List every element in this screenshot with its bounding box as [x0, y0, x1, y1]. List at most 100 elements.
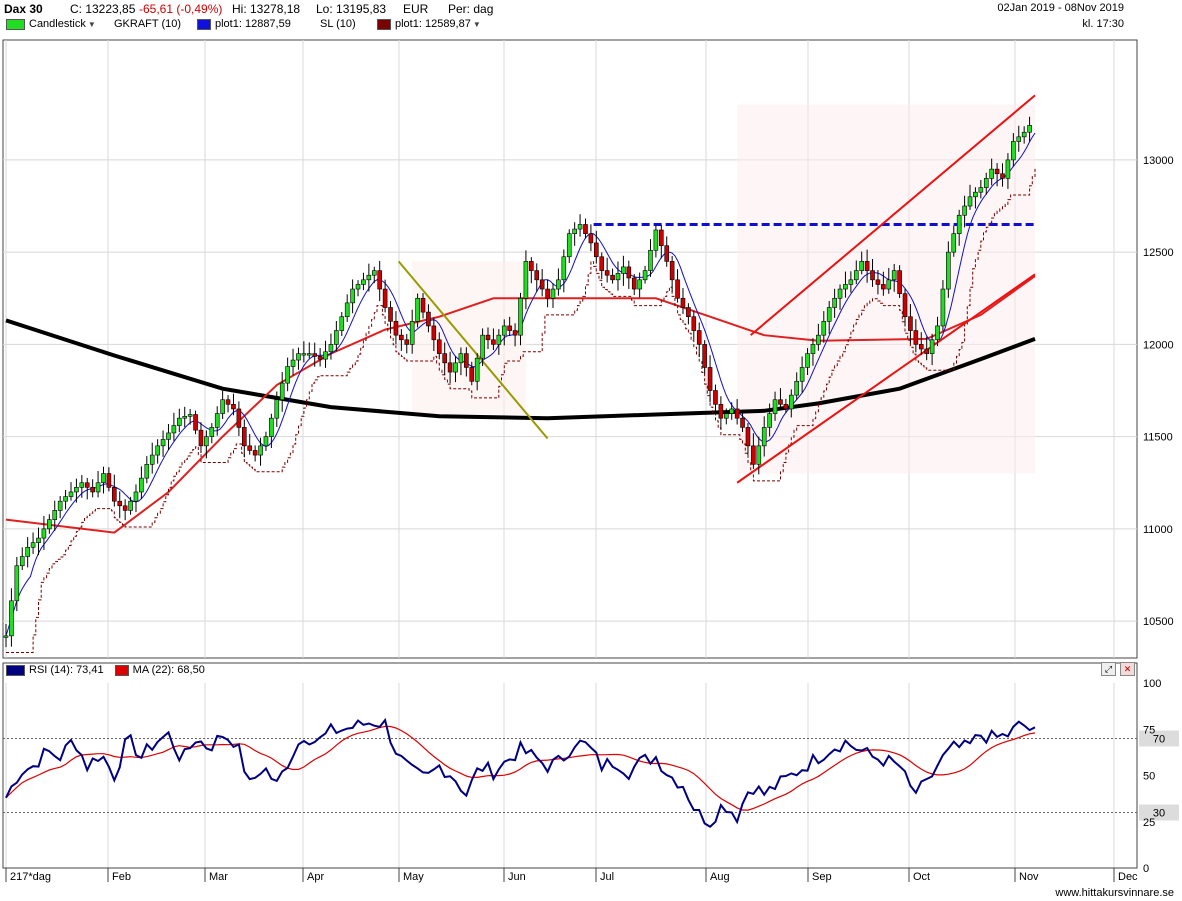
candle-body — [52, 510, 58, 520]
x-tick-label: Dec — [1118, 871, 1138, 883]
candle-body — [859, 261, 864, 271]
candle-body — [436, 339, 442, 354]
candle-body — [274, 399, 280, 419]
candle-body — [296, 353, 301, 361]
candle-body — [659, 229, 664, 246]
candle-body — [252, 450, 258, 456]
candlestick-swatch-icon — [6, 18, 25, 30]
rsi-lines — [5, 717, 1036, 828]
candle-body — [967, 196, 973, 207]
candle-body — [366, 274, 372, 281]
legend-candlestick[interactable]: Candlestick ▼ — [6, 18, 96, 30]
candle-body — [247, 445, 253, 451]
candle-body — [350, 288, 355, 304]
dropdown-arrow-icon[interactable]: ▼ — [472, 20, 481, 29]
price-tick-label: 12000 — [1143, 339, 1174, 351]
candle-body — [496, 334, 502, 345]
candle-body — [583, 224, 588, 235]
candle-body — [399, 334, 404, 341]
candle-body — [225, 399, 231, 405]
candle-body — [929, 339, 935, 354]
candle-body — [177, 417, 182, 426]
legend-plot1-red[interactable]: plot1: 12589,87 ▼ — [377, 18, 481, 30]
legend-plot1-blue[interactable]: plot1: 12887,59 — [197, 18, 291, 30]
candle-body — [25, 547, 30, 557]
candle-body — [9, 600, 14, 637]
candle-body — [956, 214, 962, 235]
candle-body — [323, 351, 328, 360]
candle-body — [285, 366, 290, 384]
candle-body — [723, 413, 729, 419]
candle-body — [539, 279, 545, 290]
x-tick-label: Jun — [508, 871, 526, 883]
candle-body — [556, 279, 561, 290]
candle-body — [734, 408, 740, 419]
candle-body — [799, 367, 805, 382]
close-icon[interactable]: ✕ — [1120, 662, 1135, 676]
candle-body — [388, 307, 393, 322]
rsi-panel-frame — [2, 662, 1138, 869]
zoom-icon[interactable]: ⤢ — [1101, 662, 1116, 676]
candle-body — [1027, 125, 1032, 133]
candle-body — [74, 487, 79, 493]
candle-body — [464, 353, 469, 368]
candle-body — [924, 348, 929, 354]
candle-body — [918, 344, 924, 350]
x-tick-label: Aug — [710, 871, 730, 883]
candle-body — [474, 357, 480, 382]
candle-body — [745, 427, 751, 447]
candle-body — [545, 288, 550, 299]
candle-body — [805, 353, 810, 368]
candle-body — [653, 229, 659, 251]
candle-body — [897, 270, 902, 294]
candle-body — [534, 270, 540, 281]
candle-body — [529, 261, 534, 271]
ma200-line — [5, 318, 1036, 421]
x-tick-label: Oct — [913, 871, 930, 883]
candle-body — [1021, 131, 1027, 138]
candle-body — [1000, 173, 1005, 179]
candle-body — [453, 362, 458, 373]
candle-body — [1011, 141, 1016, 161]
price-axis: 10500 11000 11500 12000 12500 13000 — [1143, 155, 1174, 628]
candle-body — [47, 519, 52, 530]
candle-body — [696, 330, 702, 345]
candle-body — [404, 339, 410, 345]
candle-body — [702, 344, 707, 368]
candle-body — [886, 279, 892, 290]
candle-body — [344, 302, 350, 318]
candle-body — [951, 233, 957, 253]
stoploss-line — [6, 167, 1036, 653]
candle-body — [382, 288, 388, 308]
candle-body — [691, 316, 697, 331]
legend-gkraft: GKRAFT (10) — [114, 18, 182, 30]
candle-body — [198, 429, 204, 447]
candle-body — [935, 325, 940, 341]
candle-body — [220, 399, 225, 414]
x-tick-label: Jul — [600, 871, 614, 883]
candle-body — [241, 427, 247, 447]
x-tick-label: Sep — [812, 871, 832, 883]
trendline — [750, 94, 1036, 336]
candle-body — [642, 270, 648, 281]
candle-body — [133, 491, 139, 502]
candle-body — [209, 427, 215, 437]
candle-body — [626, 266, 632, 279]
candle-body — [946, 251, 951, 290]
candle-body — [767, 413, 772, 428]
candle-body — [512, 330, 518, 336]
candle-body — [290, 359, 296, 367]
blue-swatch-icon — [197, 18, 211, 30]
rsi-tick-label: 0 — [1143, 863, 1149, 875]
candle-body — [122, 505, 128, 511]
x-tick-label: Feb — [112, 871, 131, 883]
price-tick-label: 13000 — [1143, 155, 1174, 167]
change-value: -65,61 (-0,49%) — [139, 2, 223, 16]
rsi-tick-label: 50 — [1143, 771, 1155, 783]
date-range: 02Jan 2019 - 08Nov 2019 — [997, 2, 1124, 14]
dropdown-arrow-icon[interactable]: ▼ — [87, 20, 96, 29]
candle-body — [550, 288, 556, 299]
candle-body — [409, 321, 415, 345]
trendline — [736, 273, 1036, 484]
candle-body — [306, 353, 312, 356]
